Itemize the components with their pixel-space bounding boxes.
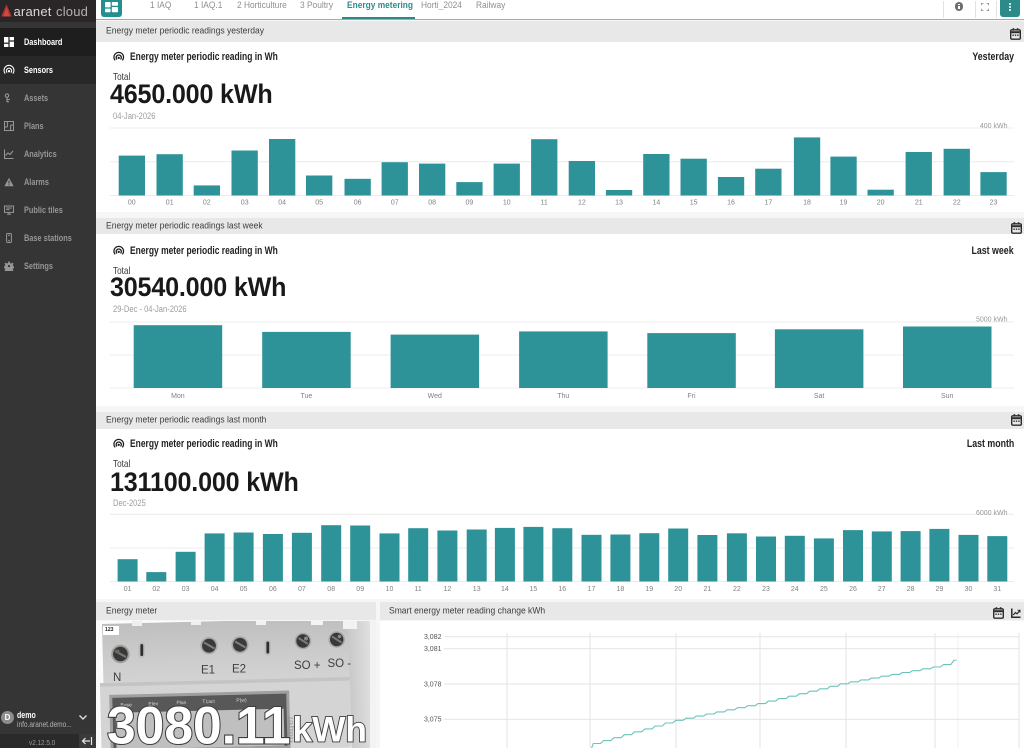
svg-text:18: 18 [617,586,625,593]
svg-text:21: 21 [915,200,923,207]
svg-text:02: 02 [203,200,211,207]
svg-text:31: 31 [993,586,1001,593]
svg-text:E1: E1 [201,664,215,676]
svg-text:19: 19 [645,586,653,593]
svg-text:25: 25 [820,586,828,593]
svg-text:14: 14 [501,586,509,593]
svg-text:23: 23 [990,200,998,207]
svg-text:20: 20 [877,200,885,207]
svg-text:13: 13 [473,586,481,593]
svg-text:T1act: T1act [202,698,215,704]
svg-text:Tue: Tue [300,393,312,400]
svg-text:27: 27 [878,586,886,593]
svg-text:19: 19 [840,200,848,207]
svg-text:Plan: Plan [176,700,186,706]
svg-text:13: 13 [615,200,623,207]
svg-text:15: 15 [690,200,698,207]
svg-text:12: 12 [444,586,452,593]
svg-text:06: 06 [354,200,362,207]
svg-text:04: 04 [211,586,219,593]
svg-text:400 kWh: 400 kWh [980,123,1008,130]
svg-text:07: 07 [391,200,399,207]
svg-text:17: 17 [588,586,596,593]
svg-text:08: 08 [428,200,436,207]
svg-text:5000 kWh: 5000 kWh [976,317,1008,324]
svg-text:10: 10 [386,586,394,593]
svg-text:Sun: Sun [941,393,954,400]
svg-text:09: 09 [356,586,364,593]
svg-text:10: 10 [503,200,511,207]
svg-text:hager: hager [285,715,296,742]
svg-text:3080.11: 3080.11 [107,696,291,748]
svg-text:Thu: Thu [557,393,569,400]
svg-text:30: 30 [965,586,973,593]
svg-text:24: 24 [791,586,799,593]
svg-text:SO +: SO + [294,660,321,672]
svg-text:23: 23 [762,586,770,593]
svg-text:3,082: 3,082 [424,634,442,641]
svg-text:29: 29 [936,586,944,593]
svg-text:Base: Base [120,702,132,708]
svg-text:Sat: Sat [814,393,825,400]
svg-text:3,078: 3,078 [424,682,442,689]
svg-text:Wed: Wed [428,393,442,400]
svg-text:11: 11 [415,586,422,593]
svg-text:11: 11 [541,200,548,207]
svg-text:22: 22 [733,586,741,593]
svg-text:16: 16 [727,200,735,207]
svg-text:05: 05 [315,200,323,207]
svg-text:P(w): P(w) [236,697,247,703]
svg-text:20: 20 [674,586,682,593]
svg-text:6000 kWh: 6000 kWh [976,510,1008,517]
svg-text:06: 06 [269,586,277,593]
svg-text:07: 07 [298,586,306,593]
svg-text:02: 02 [152,586,160,593]
svg-text:16: 16 [558,586,566,593]
svg-text:15: 15 [530,586,538,593]
svg-text:01: 01 [124,586,132,593]
svg-text:Mon: Mon [171,393,185,400]
svg-text:03: 03 [182,586,190,593]
svg-text:Fri: Fri [687,393,696,400]
svg-text:3,081: 3,081 [424,646,442,653]
svg-text:17: 17 [765,200,773,207]
svg-text:21: 21 [704,586,712,593]
svg-text:22: 22 [953,200,961,207]
svg-text:00: 00 [128,200,136,207]
svg-text:09: 09 [466,200,474,207]
svg-text:05: 05 [240,586,248,593]
svg-text:18: 18 [803,200,811,207]
svg-text:N: N [113,672,121,684]
svg-text:03: 03 [241,200,249,207]
svg-text:SO -: SO - [328,658,352,670]
svg-text:26: 26 [849,586,857,593]
svg-text:E2: E2 [232,663,246,675]
svg-text:Elev: Elev [148,701,158,707]
svg-text:01: 01 [166,200,174,207]
svg-text:28: 28 [907,586,915,593]
svg-text:12: 12 [578,200,586,207]
svg-text:14: 14 [653,200,661,207]
svg-text:kWh: kWh [293,710,368,748]
svg-text:04: 04 [278,200,286,207]
svg-text:3,075: 3,075 [424,717,442,724]
svg-text:08: 08 [327,586,335,593]
